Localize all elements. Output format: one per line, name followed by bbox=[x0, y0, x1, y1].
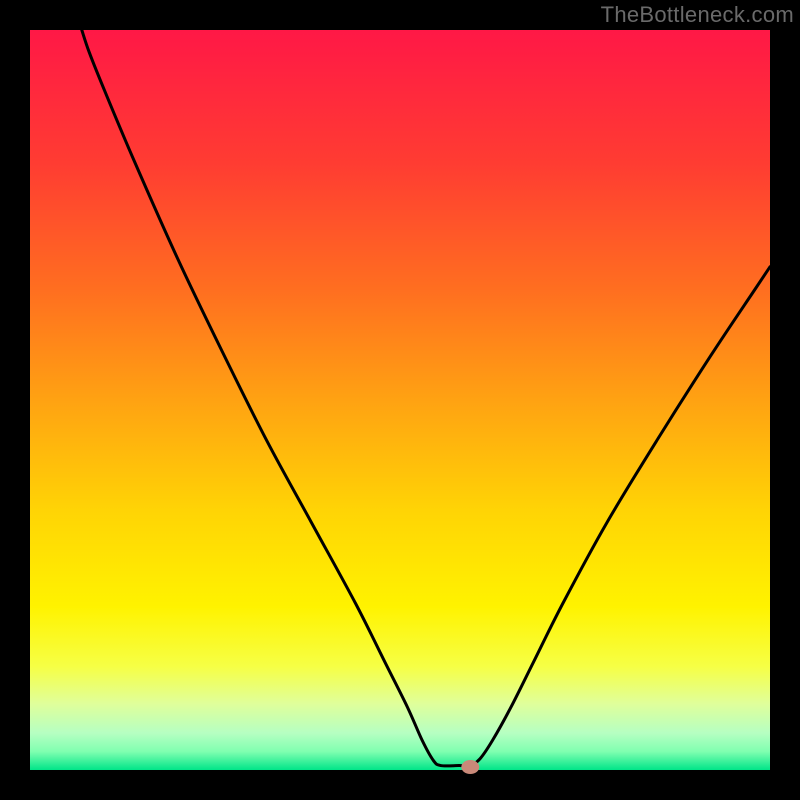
watermark-text: TheBottleneck.com bbox=[601, 2, 794, 28]
chart-container: TheBottleneck.com bbox=[0, 0, 800, 800]
plot-area bbox=[30, 30, 770, 770]
optimal-point-marker bbox=[461, 760, 479, 774]
bottleneck-chart bbox=[0, 0, 800, 800]
